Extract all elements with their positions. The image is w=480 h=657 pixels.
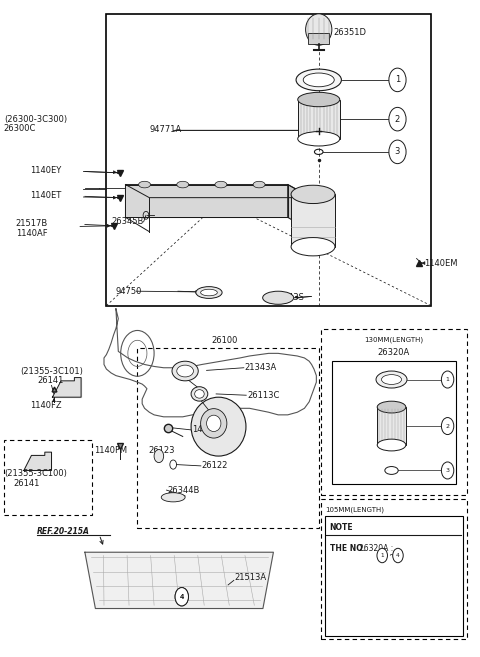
- Ellipse shape: [191, 397, 246, 456]
- Ellipse shape: [303, 73, 334, 87]
- Circle shape: [175, 587, 189, 606]
- Ellipse shape: [263, 291, 294, 304]
- Text: 26141: 26141: [13, 479, 40, 488]
- Text: 1140EM: 1140EM: [424, 259, 457, 267]
- Bar: [377, 407, 406, 445]
- Ellipse shape: [291, 238, 335, 256]
- Circle shape: [389, 140, 406, 164]
- Circle shape: [154, 449, 164, 463]
- Ellipse shape: [201, 289, 217, 296]
- Ellipse shape: [291, 185, 335, 204]
- Text: 4: 4: [180, 594, 184, 600]
- Text: 105MM(LENGTH): 105MM(LENGTH): [325, 507, 384, 513]
- Text: 3: 3: [445, 468, 450, 473]
- Circle shape: [389, 68, 406, 92]
- Polygon shape: [24, 452, 51, 470]
- Text: 26113C: 26113C: [247, 391, 279, 399]
- Text: REF.20-215A: REF.20-215A: [37, 527, 90, 536]
- Text: 94771A: 94771A: [149, 125, 181, 134]
- Ellipse shape: [306, 14, 332, 45]
- Bar: [298, 99, 340, 139]
- Text: 1140ET: 1140ET: [30, 191, 61, 200]
- Text: 26141: 26141: [37, 376, 63, 386]
- Text: 26351D: 26351D: [333, 28, 366, 37]
- Circle shape: [442, 462, 454, 479]
- Text: 26320A: 26320A: [378, 348, 410, 357]
- Ellipse shape: [377, 439, 406, 451]
- Text: 14130: 14130: [192, 425, 219, 434]
- Text: 26300C: 26300C: [4, 124, 36, 133]
- Polygon shape: [85, 553, 274, 608]
- Text: 1140FM: 1140FM: [95, 446, 128, 455]
- Text: 26343S: 26343S: [273, 293, 304, 302]
- Polygon shape: [125, 185, 312, 198]
- Text: (21355-3C101): (21355-3C101): [21, 367, 84, 376]
- Ellipse shape: [196, 286, 222, 298]
- Circle shape: [377, 549, 387, 562]
- Ellipse shape: [191, 387, 208, 401]
- Ellipse shape: [253, 181, 265, 188]
- Ellipse shape: [177, 365, 193, 377]
- Ellipse shape: [195, 390, 204, 398]
- Ellipse shape: [172, 361, 198, 381]
- Text: 26122: 26122: [202, 461, 228, 470]
- Circle shape: [175, 587, 189, 606]
- Text: 26123: 26123: [148, 446, 175, 455]
- Text: 1: 1: [395, 76, 400, 84]
- Text: NOTE: NOTE: [330, 523, 353, 532]
- Ellipse shape: [376, 371, 407, 388]
- Ellipse shape: [201, 409, 227, 438]
- Ellipse shape: [296, 69, 341, 91]
- Text: 2: 2: [395, 115, 400, 124]
- Text: 1140EY: 1140EY: [30, 166, 61, 175]
- Ellipse shape: [382, 374, 402, 384]
- Text: THE NO.: THE NO.: [330, 544, 365, 553]
- Polygon shape: [125, 185, 288, 217]
- Circle shape: [393, 549, 403, 562]
- Text: 2: 2: [445, 424, 450, 428]
- Text: 94750: 94750: [116, 286, 142, 296]
- Circle shape: [442, 371, 454, 388]
- Ellipse shape: [206, 415, 221, 432]
- Text: 26345B: 26345B: [111, 217, 144, 227]
- Bar: [308, 34, 329, 44]
- Ellipse shape: [298, 93, 340, 106]
- Circle shape: [389, 107, 406, 131]
- Ellipse shape: [177, 181, 189, 188]
- Ellipse shape: [139, 181, 151, 188]
- Text: 4: 4: [396, 553, 400, 558]
- Bar: [291, 194, 335, 247]
- Text: 130MM(LENGTH): 130MM(LENGTH): [364, 336, 423, 343]
- Ellipse shape: [161, 493, 185, 502]
- Text: 26320A :: 26320A :: [360, 544, 394, 553]
- Text: (21355-3C100): (21355-3C100): [4, 469, 67, 478]
- Text: 26344B: 26344B: [168, 486, 200, 495]
- Circle shape: [442, 418, 454, 434]
- Polygon shape: [52, 378, 81, 397]
- Text: 26100: 26100: [211, 336, 238, 345]
- Text: 21343A: 21343A: [245, 363, 277, 373]
- Text: 1: 1: [445, 377, 450, 382]
- Ellipse shape: [215, 181, 227, 188]
- Text: 1140AF: 1140AF: [16, 229, 48, 238]
- Text: 3: 3: [395, 147, 400, 156]
- Ellipse shape: [377, 401, 406, 413]
- Ellipse shape: [298, 131, 340, 146]
- Text: 1140FZ: 1140FZ: [30, 401, 61, 410]
- Text: (26300-3C300): (26300-3C300): [4, 115, 67, 124]
- Polygon shape: [288, 185, 312, 232]
- Text: 21517B: 21517B: [16, 219, 48, 229]
- Text: 4: 4: [180, 594, 184, 600]
- Text: ~: ~: [388, 551, 396, 560]
- Text: 21513A: 21513A: [234, 573, 266, 581]
- Text: 1: 1: [380, 553, 384, 558]
